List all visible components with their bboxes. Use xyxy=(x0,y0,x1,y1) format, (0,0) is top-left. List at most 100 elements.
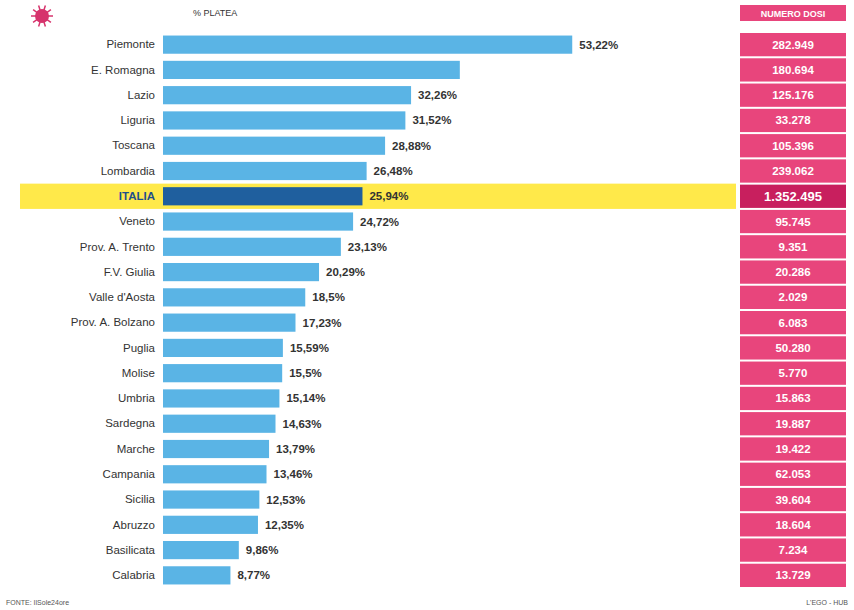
bar xyxy=(163,61,460,79)
data-label: 15,5% xyxy=(289,367,322,379)
bar xyxy=(163,415,275,433)
category-label: Toscana xyxy=(112,139,155,151)
data-label: 15,14% xyxy=(286,392,325,404)
tick: ITALIA xyxy=(119,190,163,202)
dose-value: 5.770 xyxy=(779,367,808,379)
category-label: E. Romagna xyxy=(91,64,156,76)
data-label: 20,29% xyxy=(326,266,365,278)
bar xyxy=(163,541,239,559)
tick: Toscana xyxy=(112,139,163,151)
tick: Umbria xyxy=(118,392,163,404)
dose-box xyxy=(740,387,846,410)
dose-value: 2.029 xyxy=(779,291,808,303)
dose-value: 62.053 xyxy=(775,468,810,480)
tick: Sardegna xyxy=(105,417,163,429)
virus-icon xyxy=(31,6,53,27)
dose-value: 6.083 xyxy=(779,317,808,329)
dose-box xyxy=(740,159,846,182)
tick: Calabria xyxy=(112,569,163,581)
data-labels: 53,22%32,26%31,52%28,88%26,48%25,94%24,7… xyxy=(237,39,618,582)
bar xyxy=(163,212,353,230)
dose-box xyxy=(740,134,846,157)
tick: F.V. Giulia xyxy=(104,266,163,278)
virus-body xyxy=(35,9,49,23)
category-label: Campania xyxy=(103,468,156,480)
dose-value: 180.694 xyxy=(772,64,814,76)
dose-box xyxy=(740,564,846,587)
category-label: Calabria xyxy=(112,569,155,581)
highlight-band xyxy=(20,184,736,209)
category-label: Lazio xyxy=(128,89,156,101)
data-label: 24,72% xyxy=(360,216,399,228)
data-label: 26,48% xyxy=(374,165,413,177)
category-label: Sicilia xyxy=(125,493,156,505)
data-label: 9,86% xyxy=(246,544,279,556)
tick: Marche xyxy=(117,443,163,455)
bars xyxy=(163,36,572,585)
tick: Prov. A. Trento xyxy=(80,240,163,252)
category-label: Veneto xyxy=(119,215,155,227)
dose-box xyxy=(740,109,846,132)
bar xyxy=(163,364,282,382)
category-label: Lombardia xyxy=(101,165,156,177)
data-label: 13,46% xyxy=(274,468,313,480)
bar xyxy=(163,238,341,256)
category-label: Sardegna xyxy=(105,417,155,429)
dose-box xyxy=(740,286,846,309)
tick: E. Romagna xyxy=(91,64,163,76)
dose-box xyxy=(740,362,846,385)
bar xyxy=(163,440,269,458)
source: FONTE: IlSole24ore xyxy=(6,599,69,606)
dose-value: 20.286 xyxy=(775,266,810,278)
tick: Lombardia xyxy=(101,165,163,177)
data-label: 15,59% xyxy=(290,342,329,354)
bar xyxy=(163,187,362,205)
tick: Prov. A. Bolzano xyxy=(71,316,163,328)
dose-box xyxy=(740,33,846,56)
dose-box xyxy=(740,336,846,359)
bar xyxy=(163,566,230,584)
tick: Valle d'Aosta xyxy=(89,291,163,303)
category-label: Marche xyxy=(117,443,155,455)
tick: Liguria xyxy=(120,114,163,126)
dose-box xyxy=(740,185,846,208)
data-label: 8,77% xyxy=(237,569,270,581)
dose-box xyxy=(740,260,846,283)
bar xyxy=(163,111,405,129)
category-label: Abruzzo xyxy=(113,518,155,530)
column-header: NUMERO DOSI xyxy=(761,9,826,19)
category-label: Piemonte xyxy=(106,38,155,50)
category-label: Prov. A. Bolzano xyxy=(71,316,155,328)
dose-value: 15.863 xyxy=(775,392,810,404)
data-label: 12,53% xyxy=(266,494,305,506)
category-label: Umbria xyxy=(118,392,156,404)
data-label: 23,13% xyxy=(348,241,387,253)
category-label: Liguria xyxy=(120,114,155,126)
dose-box xyxy=(740,437,846,460)
dose-value: 19.887 xyxy=(775,418,810,430)
dose-value: 19.422 xyxy=(775,443,810,455)
category-label: ITALIA xyxy=(119,190,155,202)
tick: Abruzzo xyxy=(113,518,163,530)
dose-box xyxy=(740,84,846,107)
dose-value: 39.604 xyxy=(775,494,811,506)
dose-box xyxy=(740,235,846,258)
credit: L'EGO - HUB xyxy=(806,599,848,606)
chart: % PLATEA NUMERO DOSI Piemonte E. Romagna Laz… xyxy=(0,0,854,610)
bar xyxy=(163,490,259,508)
data-label: 53,22% xyxy=(579,39,618,51)
bar xyxy=(163,86,411,104)
dose-value: 7.234 xyxy=(779,544,808,556)
category-label: Puglia xyxy=(123,342,156,354)
category-label: Valle d'Aosta xyxy=(89,291,156,303)
tick: Campania xyxy=(103,468,163,480)
category-label: Molise xyxy=(122,367,155,379)
category-label: Prov. A. Trento xyxy=(80,240,155,252)
dose-box xyxy=(740,210,846,233)
category-label: F.V. Giulia xyxy=(104,266,156,278)
data-label: 13,79% xyxy=(276,443,315,455)
bar xyxy=(163,516,258,534)
dose-value: 1.352.495 xyxy=(764,189,822,204)
column-header: % PLATEA xyxy=(193,8,237,18)
dose-box xyxy=(740,311,846,334)
